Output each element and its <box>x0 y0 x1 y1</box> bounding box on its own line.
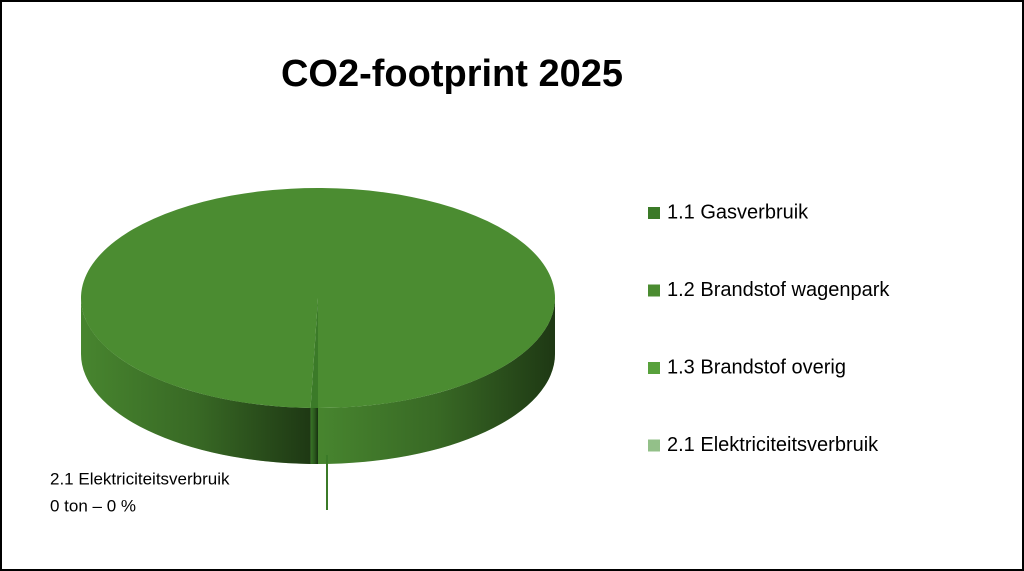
side-shade <box>81 298 311 464</box>
legend-swatch <box>648 284 660 297</box>
side-shade <box>310 407 318 464</box>
legend-label: 1.1 Gasverbruik <box>667 201 809 223</box>
legend: 1.1 Gasverbruik 1.2 Brandstof wagenpark 1.… <box>648 201 890 456</box>
legend-swatch <box>648 439 660 452</box>
data-label-category: 2.1 Elektriciteitsverbruik <box>50 469 230 488</box>
pie-slice <box>310 298 318 408</box>
legend-label: 2.1 Elektriciteitsverbruik <box>667 434 879 456</box>
pie <box>81 187 556 464</box>
legend-label: 1.3 Brandstof overig <box>667 356 846 378</box>
legend-label: 1.2 Brandstof wagenpark <box>667 279 890 301</box>
data-label-value: 0 ton – 0 % <box>50 496 136 515</box>
legend-swatch <box>648 362 660 374</box>
side-shade <box>318 298 555 464</box>
legend-swatch <box>648 207 660 219</box>
chart-title: CO2-footprint 2025 <box>281 53 623 95</box>
pie-slice <box>81 187 556 408</box>
